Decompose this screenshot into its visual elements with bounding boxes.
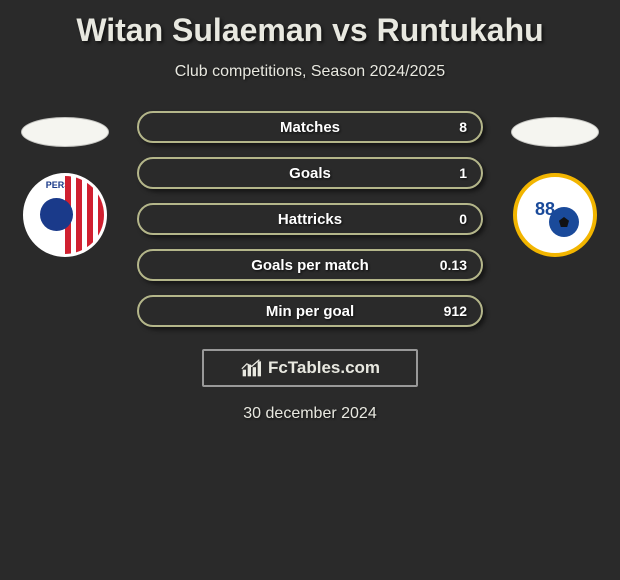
date-text: 30 december 2024 <box>0 405 620 423</box>
brand-attribution: FcTables.com <box>202 349 418 387</box>
stat-value: 8 <box>459 119 467 135</box>
stat-row-mpg: Min per goal 912 <box>137 295 483 327</box>
right-player-photo-placeholder <box>511 117 599 147</box>
stat-label: Goals <box>289 165 331 182</box>
right-logo-inner: 88 <box>521 181 589 249</box>
stat-label: Hattricks <box>278 211 342 228</box>
stat-label: Goals per match <box>251 257 369 274</box>
left-player-col: PERSIJA <box>15 109 115 257</box>
left-team-logo: PERSIJA <box>23 173 107 257</box>
stat-value: 1 <box>459 165 467 181</box>
stats-column: Matches 8 Goals 1 Hattricks 0 Goals per … <box>137 109 483 327</box>
stat-row-gpm: Goals per match 0.13 <box>137 249 483 281</box>
comparison-area: PERSIJA Matches 8 Goals 1 Hattricks 0 Go… <box>0 109 620 327</box>
stat-value: 0 <box>459 211 467 227</box>
soccer-ball-icon <box>549 207 579 237</box>
stat-label: Min per goal <box>266 303 354 320</box>
stat-label: Matches <box>280 119 340 136</box>
left-logo-emblem <box>40 198 73 231</box>
stat-row-goals: Goals 1 <box>137 157 483 189</box>
stat-value: 0.13 <box>440 257 467 273</box>
page-title: Witan Sulaeman vs Runtukahu <box>0 0 620 49</box>
bar-chart-icon <box>240 358 262 378</box>
brand-text: FcTables.com <box>268 358 380 378</box>
stat-value: 912 <box>444 303 467 319</box>
right-team-logo: 88 <box>513 173 597 257</box>
stat-row-matches: Matches 8 <box>137 111 483 143</box>
season-subtitle: Club competitions, Season 2024/2025 <box>0 63 620 81</box>
left-player-photo-placeholder <box>21 117 109 147</box>
right-player-col: 88 <box>505 109 605 257</box>
stat-row-hattricks: Hattricks 0 <box>137 203 483 235</box>
